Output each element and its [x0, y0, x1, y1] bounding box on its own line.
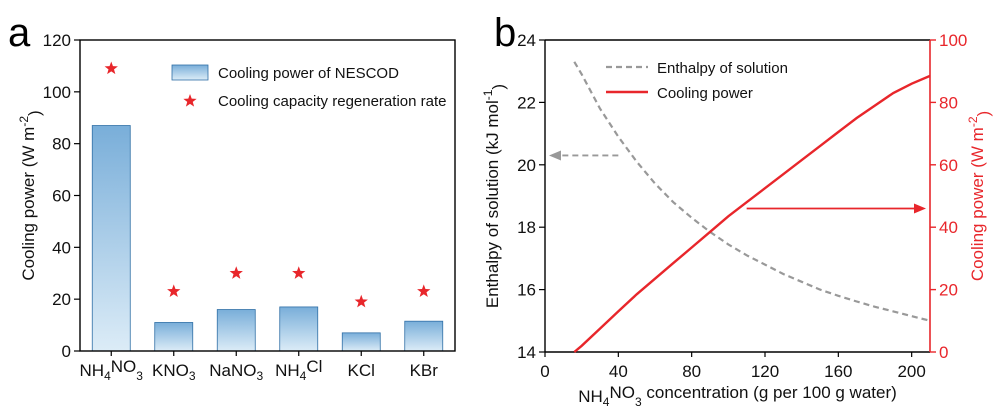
y-right-tick-label: 80	[939, 93, 958, 112]
legend-label: Enthalpy of solution	[657, 60, 788, 77]
axis-label-superscript: -2	[17, 116, 31, 127]
y-right-tick-label: 40	[939, 218, 958, 237]
y-tick-label: 80	[52, 135, 71, 154]
panel-label-a: a	[8, 11, 31, 55]
x-tick-label: KBr	[410, 361, 439, 380]
x-tick-label-part: NO	[111, 357, 137, 376]
y-right-tick-label: 0	[939, 343, 948, 362]
axis-label-part: )	[974, 111, 993, 117]
x-tick-label-subscript: 3	[257, 369, 264, 383]
x-tick-label: 40	[609, 362, 628, 381]
cooling-power-line	[573, 74, 931, 353]
y-right-axis-label: Cooling power (W m-2)	[966, 111, 993, 281]
x-axis-label-b: NH4NO3 concentration (g per 100 g water)	[578, 383, 897, 409]
y-left-tick-label: 16	[517, 281, 536, 300]
star-marker	[167, 284, 181, 298]
x-tick-label: 80	[682, 362, 701, 381]
x-tick-label-subscript: 4	[300, 369, 307, 383]
x-tick-label-part: Cl	[306, 357, 322, 376]
y-tick-label: 0	[62, 342, 71, 361]
axis-label-part: )	[25, 110, 44, 116]
x-tick-label: KNO3	[152, 361, 196, 383]
axis-label-superscript: -1	[481, 89, 495, 100]
axis-label-part: Cooling power (W m	[19, 127, 38, 281]
y-left-tick-label: 22	[517, 93, 536, 112]
x-tick-label-subscript: 3	[189, 369, 196, 383]
legend-label: Cooling power	[657, 85, 753, 102]
axis-label-subscript: 4	[603, 395, 610, 409]
bar	[404, 320, 444, 352]
x-tick-label-subscript: 4	[104, 369, 111, 383]
star-marker	[417, 284, 431, 298]
y-left-tick-label: 14	[517, 343, 536, 362]
y-right-tick-label: 100	[939, 31, 967, 50]
star-marker	[292, 266, 306, 279]
y-tick-label: 60	[52, 187, 71, 206]
star-marker	[229, 266, 243, 279]
axis-label-part: concentration (g per 100 g water)	[642, 383, 897, 402]
axis-label-part: )	[489, 84, 508, 90]
legend-label: Cooling capacity regeneration rate	[218, 93, 446, 110]
panel-label-b: b	[494, 11, 516, 55]
y-tick-label: 20	[52, 290, 71, 309]
x-tick-label: NH4Cl	[275, 357, 322, 383]
axis-label-superscript: -2	[966, 116, 980, 127]
x-tick-label: 120	[751, 362, 779, 381]
axis-label-part: Enthalpy of solution (kJ mol	[483, 100, 502, 308]
axis-label-subscript: 3	[635, 395, 642, 409]
y-left-tick-label: 20	[517, 156, 536, 175]
y-axis-label-a: Cooling power (W m-2)	[17, 110, 44, 280]
x-tick-label: 0	[540, 362, 549, 381]
bar	[279, 306, 319, 352]
x-tick-label-part: NaNO	[209, 361, 256, 380]
axis-label-part: NH	[578, 387, 603, 406]
y-right-tick-label: 60	[939, 156, 958, 175]
x-tick-label: KCl	[348, 361, 375, 380]
x-tick-label-part: KBr	[410, 361, 439, 380]
x-tick-label: NH4NO3	[80, 357, 144, 383]
y-tick-label: 120	[43, 31, 71, 50]
bar	[341, 332, 381, 352]
y-right-tick-label: 20	[939, 281, 958, 300]
x-tick-label: NaNO3	[209, 361, 263, 383]
x-tick-label-part: KNO	[152, 361, 189, 380]
x-tick-label-subscript: 3	[136, 369, 143, 383]
annotation-arrow-head	[914, 203, 926, 214]
legend-label: Cooling power of NESCOD	[218, 65, 399, 82]
legend-star-swatch	[183, 94, 197, 107]
x-tick-label: 200	[897, 362, 925, 381]
star-marker	[354, 294, 368, 308]
y-left-axis-label: Enthalpy of solution (kJ mol-1)	[481, 84, 508, 308]
x-tick-label: 160	[824, 362, 852, 381]
x-tick-label-part: NH	[80, 361, 105, 380]
y-tick-label: 40	[52, 238, 71, 257]
bar	[91, 125, 131, 352]
axis-label-part: Cooling power (W m	[968, 127, 987, 281]
axis-label-part: NO	[609, 383, 635, 402]
x-tick-label-part: NH	[275, 361, 300, 380]
legend-bar-swatch	[171, 64, 209, 81]
bar	[154, 322, 194, 352]
bar	[216, 309, 256, 352]
plot-frame-a	[79, 39, 456, 352]
x-tick-label-part: KCl	[348, 361, 375, 380]
y-left-tick-label: 18	[517, 218, 536, 237]
enthalpy-line	[573, 61, 931, 322]
star-marker	[104, 61, 118, 75]
annotation-arrow-head	[549, 150, 561, 161]
y-left-tick-label: 24	[517, 31, 536, 50]
y-tick-label: 100	[43, 83, 71, 102]
chart-b-enthalpy-cooling-lines: 0 40 80 120 160 200 14 16 18 20 22 24 0 20 40 60 80 100 En…	[481, 31, 993, 409]
